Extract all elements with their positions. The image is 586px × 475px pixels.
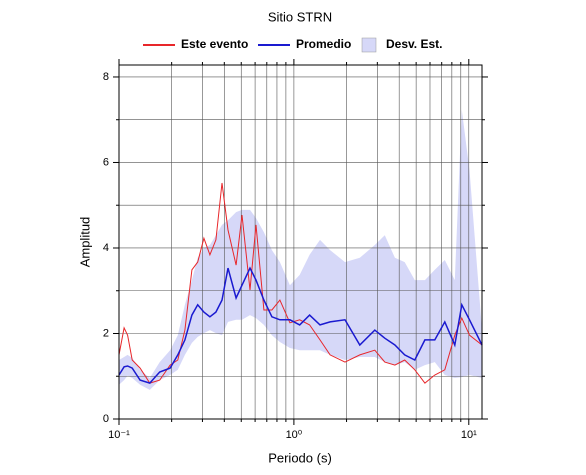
legend-swatch: [361, 37, 377, 53]
y-tick-label: 8: [103, 71, 109, 83]
x-axis-label: Periodo (s): [268, 450, 332, 465]
chart-title: Sitio STRN: [268, 9, 332, 24]
y-axis-label: Amplitud: [77, 217, 92, 268]
std-band: [119, 109, 482, 390]
y-tick-label: 2: [103, 327, 109, 339]
x-tick-label: 10⁰: [286, 429, 303, 441]
y-tick-label: 4: [103, 242, 109, 254]
y-tick-label: 0: [103, 413, 109, 425]
series-line: [118, 266, 483, 384]
y-tick-label: 6: [103, 156, 109, 168]
series-line: [118, 182, 483, 384]
legend-label: Este evento: [181, 37, 248, 51]
plot-frame: [118, 64, 483, 420]
x-tick-label: 10⁻¹: [108, 429, 130, 441]
x-tick-label: 10¹: [461, 429, 477, 441]
legend-label: Promedio: [296, 37, 351, 51]
legend-label: Desv. Est.: [386, 37, 442, 51]
